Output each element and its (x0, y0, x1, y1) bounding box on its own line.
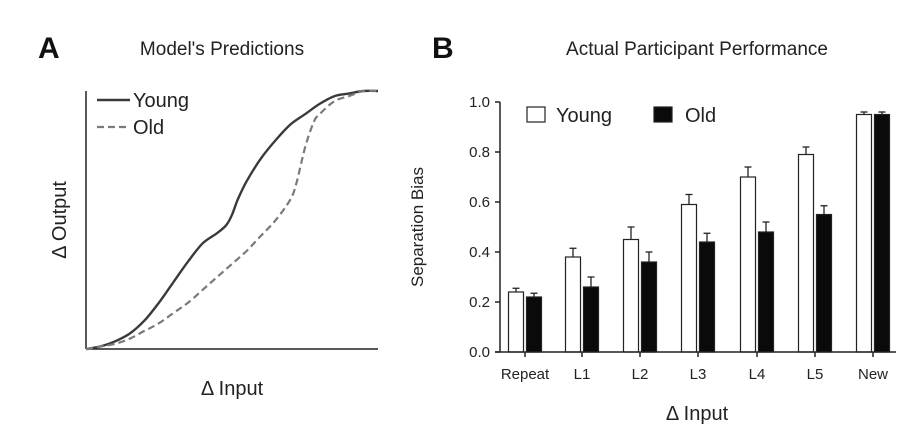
y-tick-label: 0.4 (469, 244, 490, 261)
legend-old-swatch (653, 106, 673, 123)
y-tick-label: 1.0 (469, 94, 490, 111)
young-bar-l2 (622, 238, 640, 353)
x-tick-label: New (858, 366, 888, 383)
legend-old-label: Old (133, 117, 164, 139)
panel-a-y-label: Δ Output (49, 181, 71, 259)
legend-young-label: Young (133, 90, 189, 112)
x-tick-label: L1 (574, 366, 591, 383)
panel-b-x-label: Δ Input (666, 403, 729, 425)
old-bar-repeat (525, 296, 543, 353)
panel-a: A Model's Predictions Young Old Δ Output… (38, 32, 379, 400)
old-bar-new (873, 113, 891, 353)
x-tick-label: L3 (690, 366, 707, 383)
x-tick-label: L5 (807, 366, 824, 383)
young-bar-l5 (797, 153, 815, 353)
young-bar-new (855, 113, 873, 353)
y-tick-label: 0.0 (469, 344, 490, 361)
panel-b-bars (507, 111, 891, 353)
old-bar-l3 (698, 241, 716, 353)
young-bar-repeat (507, 291, 525, 353)
legend-young-swatch (526, 106, 546, 123)
y-tick-label: 0.8 (469, 144, 490, 161)
panel-b-letter: B (432, 32, 454, 65)
old-bar-l1 (582, 286, 600, 353)
panel-b-y-ticks: 0.0 0.2 0.4 0.6 0.8 1.0 (469, 94, 500, 361)
x-tick-label: Repeat (501, 366, 550, 383)
panel-a-legend: Young Old (97, 90, 189, 139)
young-curve (85, 89, 379, 351)
old-bar-l4 (757, 231, 775, 353)
panel-a-x-label: Δ Input (201, 378, 264, 400)
panel-b: B Actual Participant Performance 0.00.20… (408, 32, 896, 425)
old-bar-l5 (815, 213, 833, 353)
y-tick-label: 0.2 (469, 294, 490, 311)
panel-b-title: Actual Participant Performance (566, 39, 828, 60)
x-tick-label: L2 (632, 366, 649, 383)
young-bar-l1 (564, 256, 582, 353)
legend-young-bar-label: Young (556, 105, 612, 127)
young-bar-l3 (680, 203, 698, 353)
panel-a-title: Model's Predictions (140, 39, 304, 60)
y-tick-label: 0.6 (469, 194, 490, 211)
panel-b-x-ticks: Repeat L1 L2 L3 L4 L5 New (501, 352, 888, 383)
old-bar-l2 (640, 261, 658, 353)
old-curve (85, 89, 379, 351)
panel-b-legend: Young Old (526, 105, 716, 127)
young-bar-l4 (739, 176, 757, 353)
panel-a-letter: A (38, 32, 60, 65)
panel-b-y-label: Separation Bias (408, 167, 427, 287)
x-tick-label: L4 (749, 366, 766, 383)
legend-old-bar-label: Old (685, 105, 716, 127)
